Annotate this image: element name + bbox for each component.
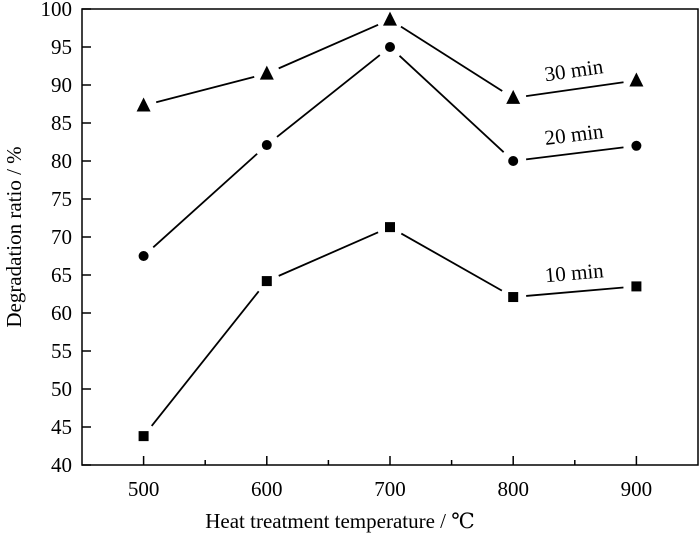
y-tick-label: 50 bbox=[51, 377, 72, 401]
square-marker bbox=[261, 276, 272, 287]
series-segment bbox=[400, 25, 503, 92]
series-segment bbox=[525, 81, 624, 97]
series-segment bbox=[526, 286, 624, 297]
y-tick-label: 75 bbox=[51, 187, 72, 211]
series-segment bbox=[398, 55, 505, 153]
triangle-marker bbox=[506, 89, 521, 104]
triangle-marker bbox=[629, 72, 644, 87]
y-axis: 40 45 50 55 60 65 70 75 80 85 90 95 100 bbox=[41, 0, 91, 477]
y-tick-label: 55 bbox=[51, 339, 72, 363]
y-tick-label: 45 bbox=[51, 415, 72, 439]
series-segment bbox=[150, 290, 260, 427]
series-circle: 20 min bbox=[138, 42, 642, 261]
square-marker bbox=[138, 431, 149, 442]
circle-marker bbox=[631, 140, 642, 151]
series-segment bbox=[276, 54, 381, 138]
square-marker bbox=[385, 222, 395, 233]
y-tick-label: 90 bbox=[51, 73, 72, 97]
y-tick-label: 85 bbox=[51, 111, 72, 135]
triangle-marker bbox=[136, 97, 151, 112]
series-label: 10 min bbox=[544, 258, 605, 287]
series-label: 30 min bbox=[543, 54, 605, 86]
y-axis-title: Degradation ratio / % bbox=[2, 146, 26, 327]
series-segment bbox=[155, 75, 255, 104]
circle-marker bbox=[261, 140, 272, 151]
y-tick-label: 95 bbox=[51, 35, 72, 59]
triangle-marker bbox=[259, 65, 274, 80]
x-tick-label: 800 bbox=[497, 477, 529, 501]
square-marker bbox=[508, 292, 519, 303]
y-tick-label: 80 bbox=[51, 149, 72, 173]
square-marker bbox=[631, 281, 642, 292]
y-tick-label: 60 bbox=[51, 301, 72, 325]
y-tick-label: 40 bbox=[51, 453, 72, 477]
x-axis: 500 600 700 800 900 bbox=[128, 456, 652, 501]
series-segment bbox=[278, 231, 379, 277]
series-segment bbox=[278, 24, 379, 70]
series-group: 30 min 20 min 10 min bbox=[136, 11, 644, 442]
series-segment bbox=[525, 146, 624, 161]
triangle-marker bbox=[383, 11, 397, 26]
series-triangle: 30 min bbox=[136, 11, 644, 112]
circle-marker bbox=[138, 251, 149, 261]
circle-marker bbox=[508, 156, 519, 166]
x-axis-title: Heat treatment temperature / ℃ bbox=[205, 509, 475, 533]
series-square: 10 min bbox=[138, 222, 642, 442]
circle-marker bbox=[385, 42, 395, 52]
y-tick-label: 65 bbox=[51, 263, 72, 287]
x-tick-label: 600 bbox=[251, 477, 283, 501]
y-tick-label: 100 bbox=[41, 0, 73, 21]
x-tick-label: 700 bbox=[374, 477, 406, 501]
series-segment bbox=[400, 232, 503, 292]
series-label: 20 min bbox=[543, 119, 605, 150]
y-tick-label: 70 bbox=[51, 225, 72, 249]
x-tick-label: 900 bbox=[621, 477, 653, 501]
x-tick-label: 500 bbox=[128, 477, 160, 501]
series-segment bbox=[152, 153, 258, 248]
